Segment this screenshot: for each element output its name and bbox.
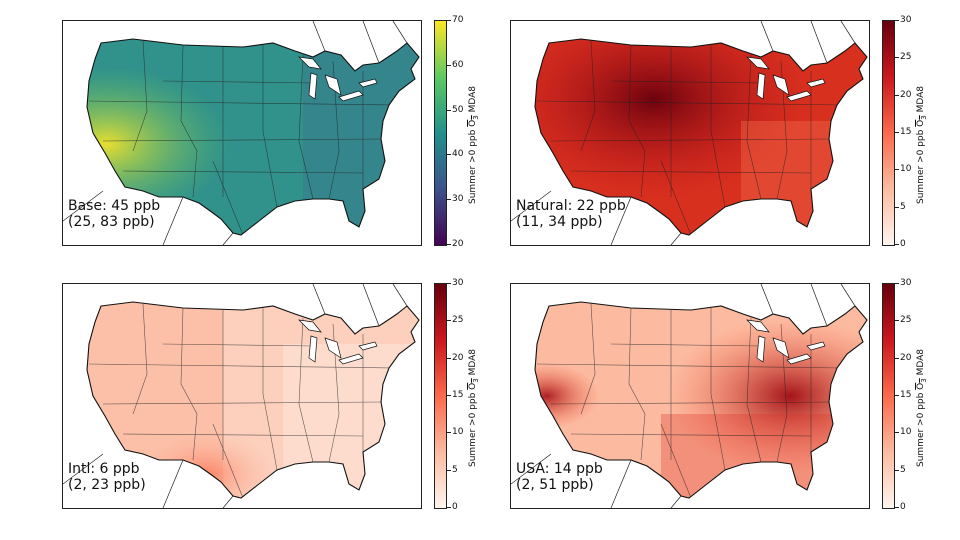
- map-field-intl: [63, 284, 420, 508]
- colorbar-natural: [882, 20, 895, 246]
- map-natural: [510, 20, 870, 246]
- colorbar-tick-label: 60: [446, 59, 464, 70]
- annotation-range: (11, 34 ppb): [516, 214, 603, 230]
- colorbar-label-sub: 3: [919, 378, 928, 383]
- colorbar-intl: [434, 283, 447, 509]
- colorbar-tick-label: 70: [446, 15, 464, 25]
- colorbar-label-o3: O3: [468, 115, 480, 127]
- colorbar-label-o3: O3: [468, 378, 480, 390]
- annotation-range: (2, 23 ppb): [68, 477, 146, 493]
- map-usa: [510, 283, 870, 509]
- panel-annotation-usa: USA: 14 ppb (2, 51 ppb): [516, 461, 603, 493]
- colorbar-tick-label: 25: [894, 315, 912, 326]
- colorbar-label-prefix: Summer >0 ppb: [468, 389, 478, 467]
- colorbar-label-o: O: [468, 119, 478, 127]
- colorbar-tick-label: 0: [895, 502, 906, 512]
- colorbar-tick-label: 30: [894, 278, 912, 288]
- colorbar-tick-label: 5: [447, 464, 458, 475]
- colorbar-tick-label: 40: [446, 149, 464, 160]
- colorbar-tick-label: 5: [895, 201, 906, 212]
- colorbar-tick-label: 0: [447, 502, 458, 512]
- panel-annotation-base: Base: 45 ppb (25, 83 ppb): [68, 198, 160, 230]
- colorbar-label-prefix: Summer >0 ppb: [916, 126, 926, 204]
- colorbar-tick-label: 30: [446, 278, 464, 288]
- annotation-range: (25, 83 ppb): [68, 214, 155, 230]
- colorbar-label-o3: O3: [916, 378, 928, 390]
- panel-annotation-intl: Intl: 6 ppb (2, 23 ppb): [68, 461, 146, 493]
- colorbar-tick-label: 20: [894, 89, 912, 100]
- map-field-base: [63, 21, 420, 245]
- annotation-range: (2, 51 ppb): [516, 477, 594, 493]
- map-field-natural: [511, 21, 868, 245]
- colorbar-label-suffix: MDA8: [468, 85, 478, 116]
- colorbar-label-sub: 3: [919, 115, 928, 120]
- colorbar-label: Summer >0 ppb O3 MDA8: [468, 86, 480, 204]
- colorbar-label-suffix: MDA8: [468, 348, 478, 379]
- colorbar-tick-label: 10: [894, 164, 912, 175]
- colorbar-tick-label: 20: [894, 352, 912, 363]
- colorbar-label-prefix: Summer >0 ppb: [468, 126, 478, 204]
- colorbar-label-sub: 3: [471, 378, 480, 383]
- annotation-mean: Natural: 22 ppb: [516, 198, 626, 214]
- colorbar-label-suffix: MDA8: [916, 85, 926, 116]
- colorbar-tick-label: 25: [894, 52, 912, 63]
- colorbar-label-sub: 3: [471, 115, 480, 120]
- colorbar-label-o: O: [468, 382, 478, 390]
- colorbar-tick-label: 25: [446, 315, 464, 326]
- colorbar-label: Summer >0 ppb O3 MDA8: [916, 349, 928, 467]
- colorbar-label: Summer >0 ppb O3 MDA8: [916, 86, 928, 204]
- colorbar-tick-label: 10: [894, 427, 912, 438]
- colorbar-tick-label: 20: [446, 352, 464, 363]
- map-intl: [62, 283, 422, 509]
- colorbar-tick-label: 50: [446, 104, 464, 115]
- colorbar-tick-label: 20: [446, 239, 464, 249]
- colorbar-base: [434, 20, 447, 246]
- colorbar-label-prefix: Summer >0 ppb: [916, 389, 926, 467]
- colorbar-tick-label: 15: [446, 390, 464, 400]
- colorbar-label-o3: O3: [916, 115, 928, 127]
- colorbar-label-suffix: MDA8: [916, 348, 926, 379]
- colorbar-tick-label: 5: [895, 464, 906, 475]
- colorbar-tick-label: 0: [895, 239, 906, 249]
- annotation-mean: Base: 45 ppb: [68, 198, 161, 214]
- colorbar-label: Summer >0 ppb O3 MDA8: [468, 349, 480, 467]
- map-base: [62, 20, 422, 246]
- panel-annotation-natural: Natural: 22 ppb (11, 34 ppb): [516, 198, 626, 230]
- annotation-mean: USA: 14 ppb: [516, 461, 603, 477]
- colorbar-tick-label: 30: [446, 194, 464, 205]
- map-field-usa: [511, 284, 868, 508]
- colorbar-tick-label: 30: [894, 15, 912, 25]
- colorbar-label-o: O: [916, 119, 926, 127]
- colorbar-label-o: O: [916, 382, 926, 390]
- annotation-mean: Intl: 6 ppb: [68, 461, 140, 477]
- colorbar-tick-label: 15: [894, 127, 912, 137]
- colorbar-tick-label: 15: [894, 390, 912, 400]
- colorbar-usa: [882, 283, 895, 509]
- colorbar-tick-label: 10: [446, 427, 464, 438]
